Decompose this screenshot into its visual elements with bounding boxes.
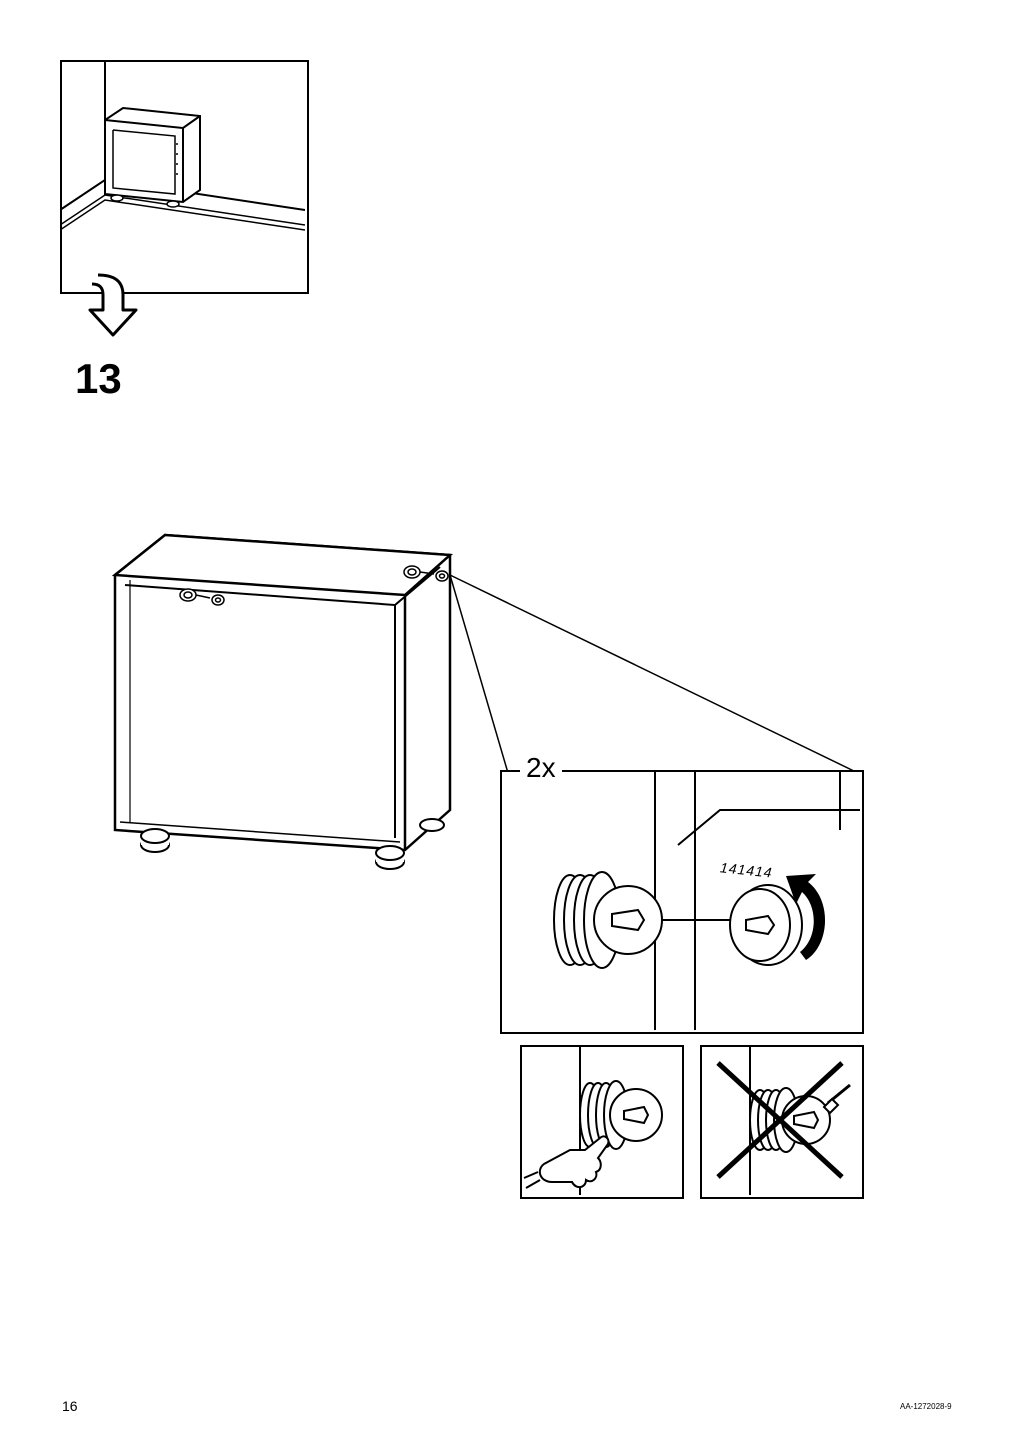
incorrect-usage-illustration xyxy=(700,1045,860,1195)
context-room-illustration xyxy=(60,60,305,290)
step-number: 13 xyxy=(75,355,122,403)
continue-down-arrow-icon xyxy=(78,270,138,340)
hand-point-icon xyxy=(524,1136,608,1188)
document-id: AA-1272028-9 xyxy=(900,1402,952,1411)
main-cabinet-illustration xyxy=(110,500,490,900)
threaded-cam-icon xyxy=(554,872,662,968)
page-number: 16 xyxy=(62,1398,78,1414)
cap-icon xyxy=(730,885,802,965)
correct-usage-illustration xyxy=(520,1045,680,1195)
detail-cam-cap-illustration xyxy=(500,770,860,1030)
page: 13 xyxy=(0,0,1012,1432)
